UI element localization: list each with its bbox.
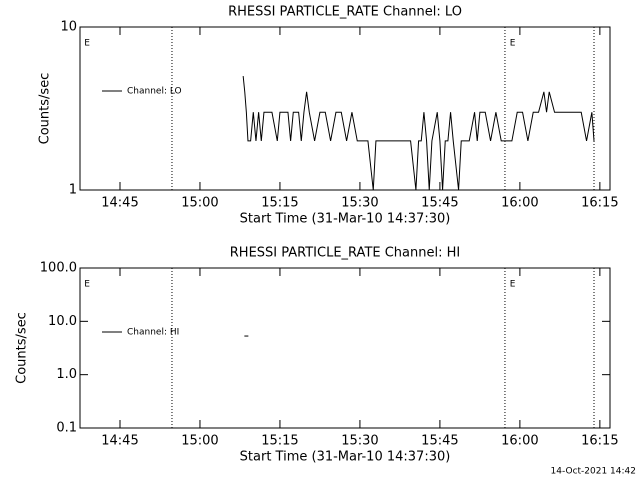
x-tick-label: 16:00	[501, 434, 538, 449]
chart-title: RHESSI PARTICLE_RATE Channel: LO	[228, 5, 462, 20]
chart-title: RHESSI PARTICLE_RATE Channel: HI	[230, 246, 460, 261]
y-axis-label: Counts/sec	[38, 73, 53, 145]
annotation: E	[84, 280, 90, 290]
annotation: E	[510, 39, 516, 49]
x-tick-label: 15:15	[261, 196, 298, 211]
timestamp: 14-Oct-2021 14:42	[551, 467, 636, 477]
x-tick-label: 15:30	[341, 196, 378, 211]
x-tick-label: 16:15	[581, 434, 618, 449]
x-tick-label: 15:00	[181, 434, 218, 449]
plot-frame	[79, 267, 611, 429]
x-tick-label: 16:15	[581, 196, 618, 211]
data-line	[242, 76, 595, 191]
y-axis-label: Counts/sec	[15, 312, 30, 384]
x-tick-label: 14:45	[101, 196, 138, 211]
x-tick-label: 15:00	[181, 196, 218, 211]
y-tick-label: 10.0	[48, 314, 77, 329]
x-axis-label: Start Time (31-Mar-10 14:37:30)	[240, 450, 451, 465]
y-tick-label: 0.1	[56, 421, 77, 436]
y-tick-label: 10	[60, 20, 77, 35]
x-tick-label: 16:00	[501, 196, 538, 211]
x-tick-label: 15:45	[421, 196, 458, 211]
legend-label: Channel: LO	[127, 87, 182, 97]
x-tick-label: 15:30	[341, 434, 378, 449]
y-tick-label: 1.0	[56, 367, 77, 382]
plot-frame	[79, 26, 611, 191]
y-tick-label: 100.0	[40, 261, 77, 276]
x-tick-label: 15:45	[421, 434, 458, 449]
annotation: E	[510, 280, 516, 290]
legend-label: Channel: HI	[127, 328, 179, 338]
x-tick-label: 14:45	[101, 434, 138, 449]
annotation: E	[84, 39, 90, 49]
y-tick-label: 1	[69, 183, 77, 198]
x-axis-label: Start Time (31-Mar-10 14:37:30)	[240, 212, 451, 227]
x-tick-label: 15:15	[261, 434, 298, 449]
